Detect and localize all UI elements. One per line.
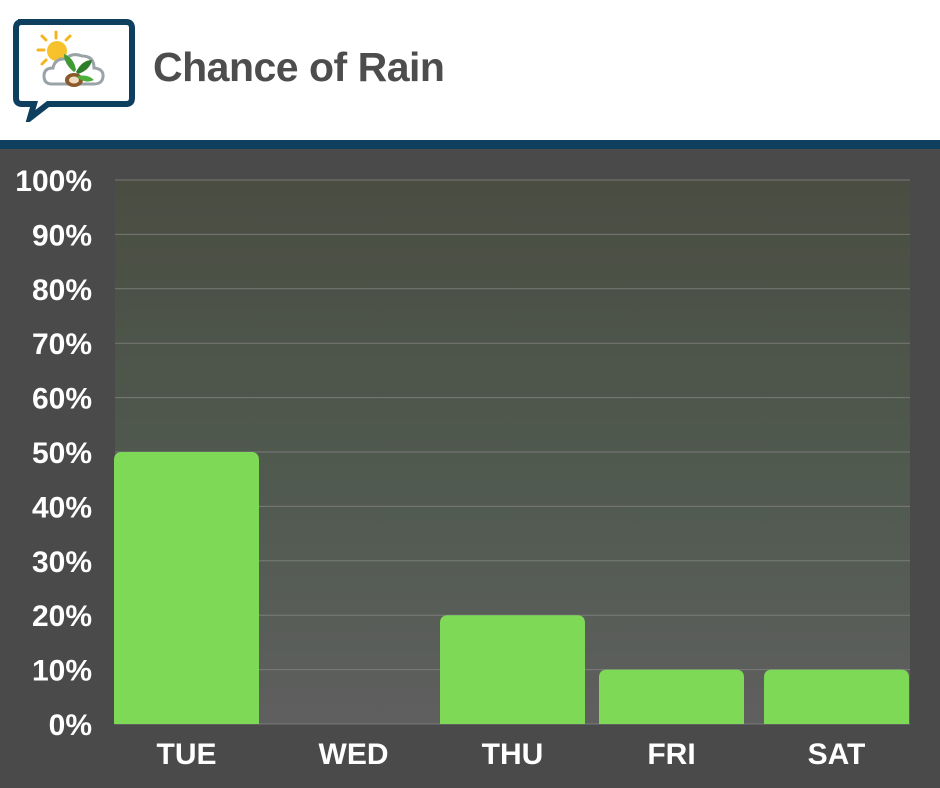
x-tick-label: THU: [482, 738, 544, 771]
y-tick-label: 50%: [32, 437, 92, 470]
bar-fri: [599, 669, 744, 724]
x-tick-label: WED: [319, 738, 389, 771]
y-tick-label: 70%: [32, 328, 92, 361]
x-tick-label: TUE: [157, 738, 217, 771]
y-tick-label: 100%: [15, 165, 92, 198]
bar-tue: [114, 452, 259, 724]
y-tick-label: 60%: [32, 383, 92, 416]
y-tick-label: 40%: [32, 491, 92, 524]
y-tick-label: 90%: [32, 219, 92, 252]
header-divider: [0, 140, 940, 149]
weather-sun-cloud-leaf-icon: [13, 19, 135, 122]
rain-chance-bar-chart: 0% 10% 20% 30% 40% 50% 60% 70% 80% 90% 100% TUE WED T…: [15, 165, 910, 771]
bar-thu: [440, 615, 585, 724]
y-tick-label: 10%: [32, 655, 92, 688]
y-tick-label: 0%: [49, 709, 92, 742]
header: Chance of Rain: [0, 0, 940, 140]
bar-sat: [764, 669, 909, 724]
y-tick-label: 30%: [32, 546, 92, 579]
y-tick-label: 80%: [32, 274, 92, 307]
y-tick-label: 20%: [32, 600, 92, 633]
page-title: Chance of Rain: [153, 44, 445, 90]
x-tick-label: FRI: [647, 738, 695, 771]
x-tick-label: SAT: [808, 738, 866, 771]
